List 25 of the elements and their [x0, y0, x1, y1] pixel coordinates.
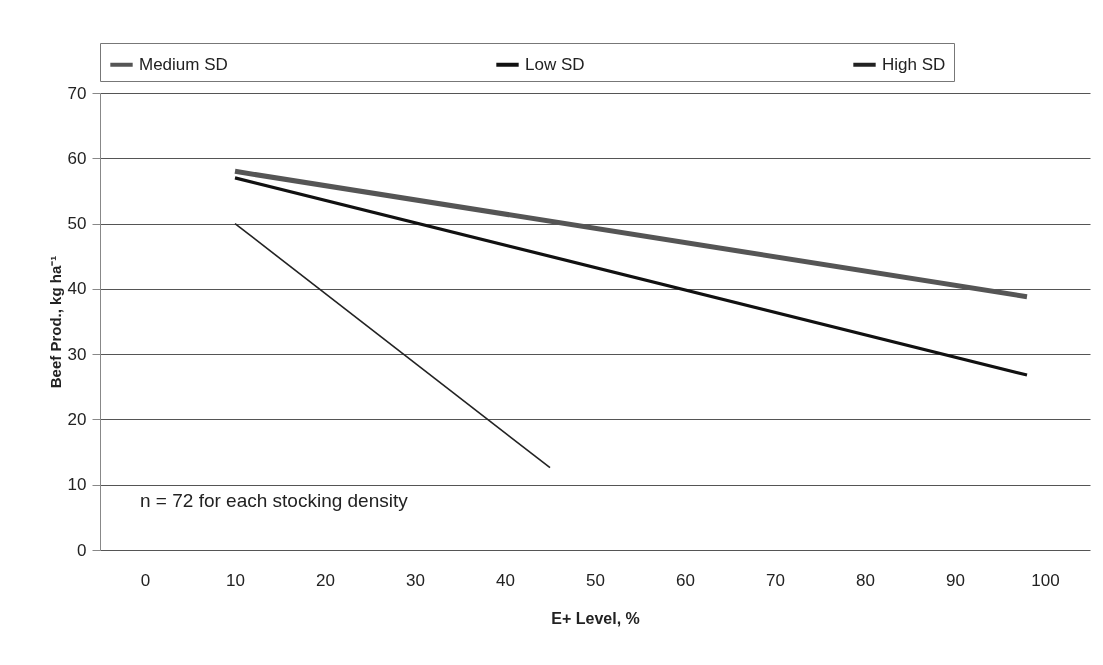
annotation: n = 72 for each stocking density [140, 490, 409, 511]
x-tick-label: 80 [856, 570, 875, 590]
x-tick-label: 40 [496, 570, 515, 590]
x-tick-label: 20 [316, 570, 335, 590]
legend-label: Low SD [525, 54, 585, 74]
y-tick-label: 10 [67, 475, 87, 495]
x-tick-label: 90 [946, 570, 965, 590]
y-tick-label: 40 [67, 279, 87, 299]
y-tick-label: 70 [67, 83, 87, 103]
y-axis-title: Beef Prod., kg ha⁻¹ [46, 255, 64, 389]
legend-label: High SD [882, 54, 946, 74]
x-tick-label: 30 [406, 570, 425, 590]
x-tick-label: 100 [1031, 570, 1060, 590]
y-tick-label: 0 [77, 540, 87, 560]
y-tick-label: 30 [67, 344, 87, 364]
legend-label: Medium SD [139, 54, 228, 74]
x-tick-label: 0 [140, 570, 151, 590]
y-tick-label: 60 [67, 148, 87, 168]
y-tick-label: 50 [67, 214, 87, 234]
x-tick-label: 70 [766, 570, 785, 590]
x-axis-title: E+ Level, % [551, 609, 640, 627]
x-tick-label: 10 [226, 570, 245, 590]
x-tick-label: 50 [586, 570, 605, 590]
y-tick-label: 20 [67, 409, 87, 429]
x-tick-label: 60 [676, 570, 695, 590]
